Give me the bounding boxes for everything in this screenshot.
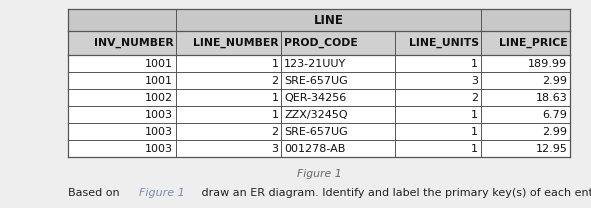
Text: INV_NUMBER: INV_NUMBER — [94, 38, 174, 48]
Text: 2.99: 2.99 — [543, 76, 567, 86]
Text: Based on: Based on — [68, 188, 123, 198]
Text: 1: 1 — [471, 144, 478, 154]
Text: 1001: 1001 — [145, 59, 173, 69]
Text: 1003: 1003 — [145, 110, 173, 120]
Bar — [68, 31, 570, 55]
Text: Figure 1: Figure 1 — [139, 188, 185, 198]
Bar — [68, 72, 570, 89]
Text: 189.99: 189.99 — [528, 59, 567, 69]
Bar — [68, 55, 570, 72]
Text: SRE-657UG: SRE-657UG — [284, 127, 348, 137]
Text: 1001: 1001 — [145, 76, 173, 86]
Text: 1003: 1003 — [145, 144, 173, 154]
Bar — [68, 9, 570, 31]
Text: LINE: LINE — [314, 14, 343, 27]
Text: LINE_NUMBER: LINE_NUMBER — [193, 38, 279, 48]
Text: 2: 2 — [271, 127, 278, 137]
Bar — [68, 140, 570, 157]
Text: 1: 1 — [471, 127, 478, 137]
Text: 6.79: 6.79 — [543, 110, 567, 120]
Text: 2.99: 2.99 — [543, 127, 567, 137]
Text: 1: 1 — [271, 110, 278, 120]
Text: Figure 1: Figure 1 — [297, 169, 342, 179]
Text: 1002: 1002 — [145, 93, 173, 103]
Text: 2: 2 — [471, 93, 478, 103]
Text: 3: 3 — [471, 76, 478, 86]
Bar — [68, 106, 570, 123]
Text: 1: 1 — [271, 93, 278, 103]
Text: QER-34256: QER-34256 — [284, 93, 346, 103]
Text: 1003: 1003 — [145, 127, 173, 137]
Text: 1: 1 — [471, 110, 478, 120]
Text: SRE-657UG: SRE-657UG — [284, 76, 348, 86]
Text: 3: 3 — [271, 144, 278, 154]
Text: 1: 1 — [271, 59, 278, 69]
Text: PROD_CODE: PROD_CODE — [284, 38, 358, 48]
Text: 2: 2 — [271, 76, 278, 86]
Text: draw an ER diagram. Identify and label the primary key(s) of each entity,: draw an ER diagram. Identify and label t… — [198, 188, 591, 198]
Text: 18.63: 18.63 — [535, 93, 567, 103]
Bar — [68, 123, 570, 140]
Text: ZZX/3245Q: ZZX/3245Q — [284, 110, 348, 120]
Bar — [68, 89, 570, 106]
Text: 12.95: 12.95 — [535, 144, 567, 154]
Text: LINE_UNITS: LINE_UNITS — [409, 38, 479, 48]
Text: 1: 1 — [471, 59, 478, 69]
Text: 123-21UUY: 123-21UUY — [284, 59, 346, 69]
Text: 001278-AB: 001278-AB — [284, 144, 346, 154]
Text: LINE_PRICE: LINE_PRICE — [499, 38, 568, 48]
